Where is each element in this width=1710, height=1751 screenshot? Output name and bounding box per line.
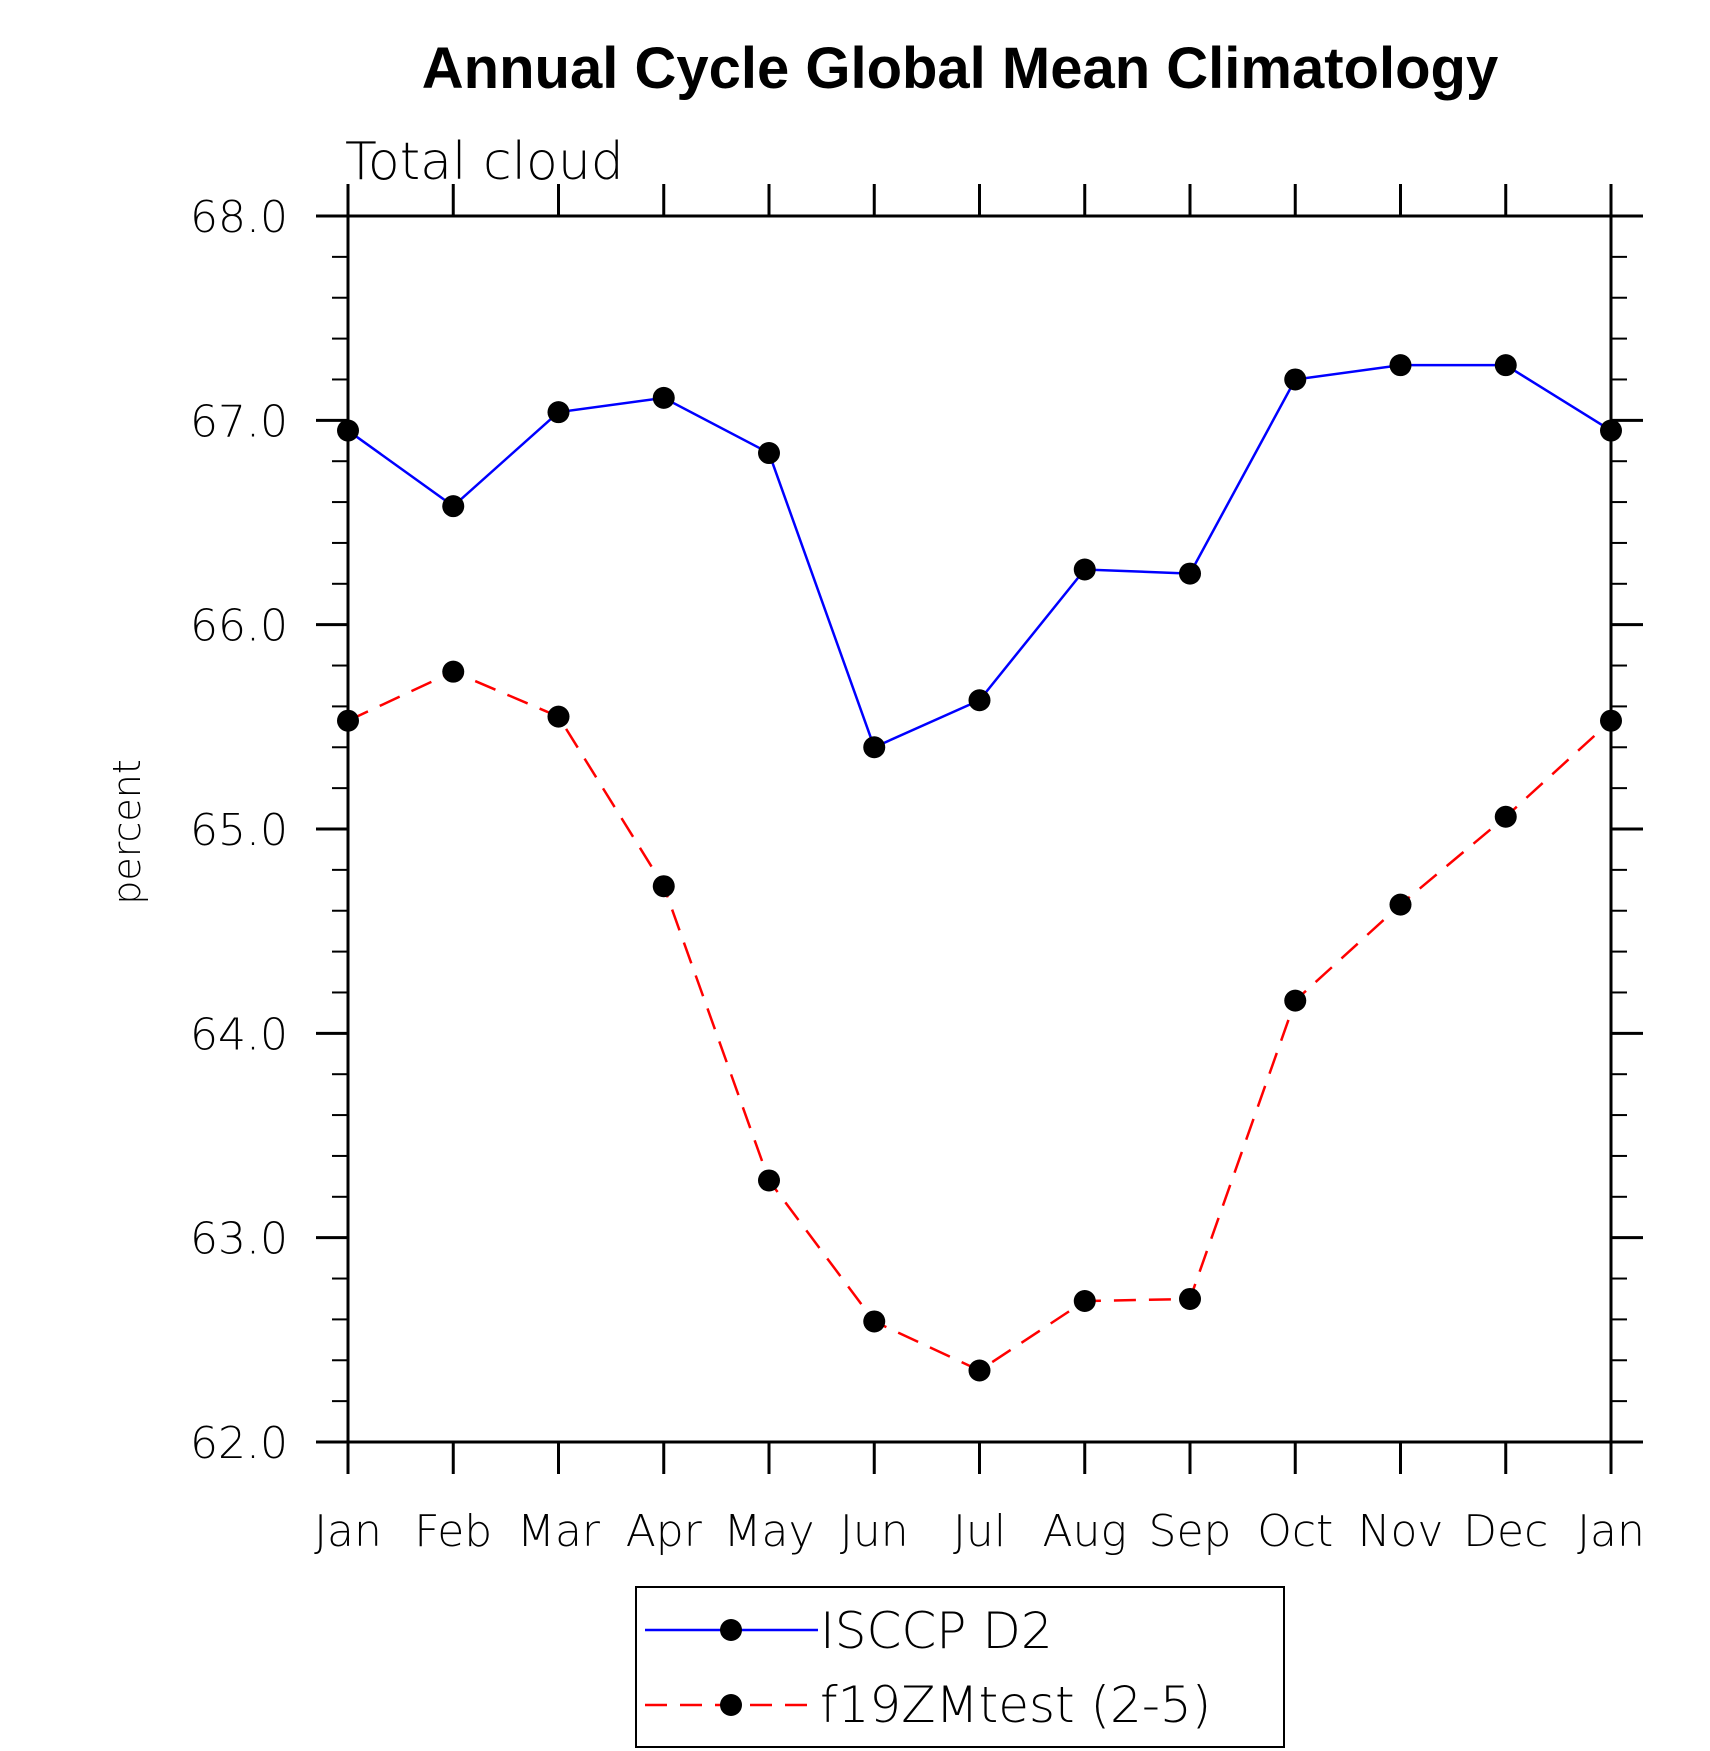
series-1-point — [1073, 1290, 1096, 1313]
y-tick-label: 64.0 — [190, 1009, 288, 1060]
y-tick-label: 62.0 — [190, 1418, 288, 1469]
x-tick-label: Jun — [840, 1506, 909, 1557]
series-markers — [337, 354, 1622, 1382]
x-tick-label: Jan — [1577, 1506, 1645, 1557]
series-0-point — [968, 689, 991, 712]
plot-frame — [346, 214, 1613, 1444]
y-tick-label: 68.0 — [190, 192, 288, 243]
series-0-point — [1494, 354, 1517, 377]
series-1-point — [863, 1310, 886, 1333]
y-axis-label: percent — [105, 759, 149, 905]
series-1-point — [758, 1169, 780, 1192]
x-tick-label: May — [724, 1506, 815, 1557]
chart-subtitle: Total cloud — [345, 132, 624, 192]
series-1-point — [652, 875, 675, 898]
x-tick-label: Sep — [1149, 1506, 1232, 1557]
x-tick-label: Dec — [1463, 1506, 1548, 1557]
legend-marker-f19zmtest — [720, 1694, 742, 1716]
x-tick-label: Oct — [1257, 1506, 1333, 1557]
series-line-1 — [347, 670, 1612, 1372]
series-0-point — [1284, 368, 1307, 391]
series-0-point — [652, 386, 675, 409]
series-lines — [347, 363, 1612, 1372]
series-0-point — [1389, 354, 1412, 377]
series-0-point — [442, 495, 465, 518]
series-0-point — [1179, 562, 1201, 585]
x-tick-labels: Jan Feb Mar Apr May Jun Jul Aug Sep Oct Nov Dec Jan — [314, 1506, 1645, 1557]
x-tick-label: Aug — [1043, 1506, 1127, 1557]
y-tick-label: 66.0 — [190, 601, 288, 652]
y-tick-label: 65.0 — [190, 805, 288, 856]
series-1-point — [1284, 989, 1307, 1012]
series-0-point — [863, 736, 886, 759]
y-tick-label: 63.0 — [190, 1214, 288, 1265]
series-1-point — [1179, 1287, 1201, 1310]
legend-label-f19zmtest: f19ZMtest (2-5) — [820, 1676, 1211, 1734]
x-tick-label: Jul — [953, 1506, 1006, 1557]
x-tick-label: Feb — [414, 1506, 492, 1557]
chart-title: Annual Cycle Global Mean Climatology — [422, 36, 1498, 101]
x-tick-label: Mar — [517, 1506, 601, 1557]
legend-box — [635, 1586, 1285, 1748]
series-1-point — [968, 1359, 991, 1382]
y-tick-labels: 62.0 63.0 64.0 65.0 66.0 67.0 68.0 — [190, 192, 288, 1469]
legend-marker-isccp-d2 — [720, 1619, 742, 1641]
series-1-point — [547, 705, 570, 728]
series-0-point — [547, 401, 570, 424]
series-0-point — [1073, 558, 1096, 581]
series-1-point — [442, 660, 465, 683]
series-1-point — [1389, 893, 1412, 916]
x-tick-label: Apr — [626, 1506, 703, 1557]
legend-label-isccp-d2: ISCCP D2 — [820, 1602, 1053, 1660]
y-tick-label: 67.0 — [190, 396, 288, 447]
x-tick-label: Nov — [1358, 1506, 1444, 1557]
series-0-point — [758, 442, 780, 465]
legend: ISCCP D2 f19ZMtest (2-5) — [635, 1586, 1285, 1748]
series-1-point — [1494, 805, 1517, 828]
axis-ticks — [316, 184, 1643, 1474]
x-tick-label: Jan — [314, 1506, 382, 1557]
